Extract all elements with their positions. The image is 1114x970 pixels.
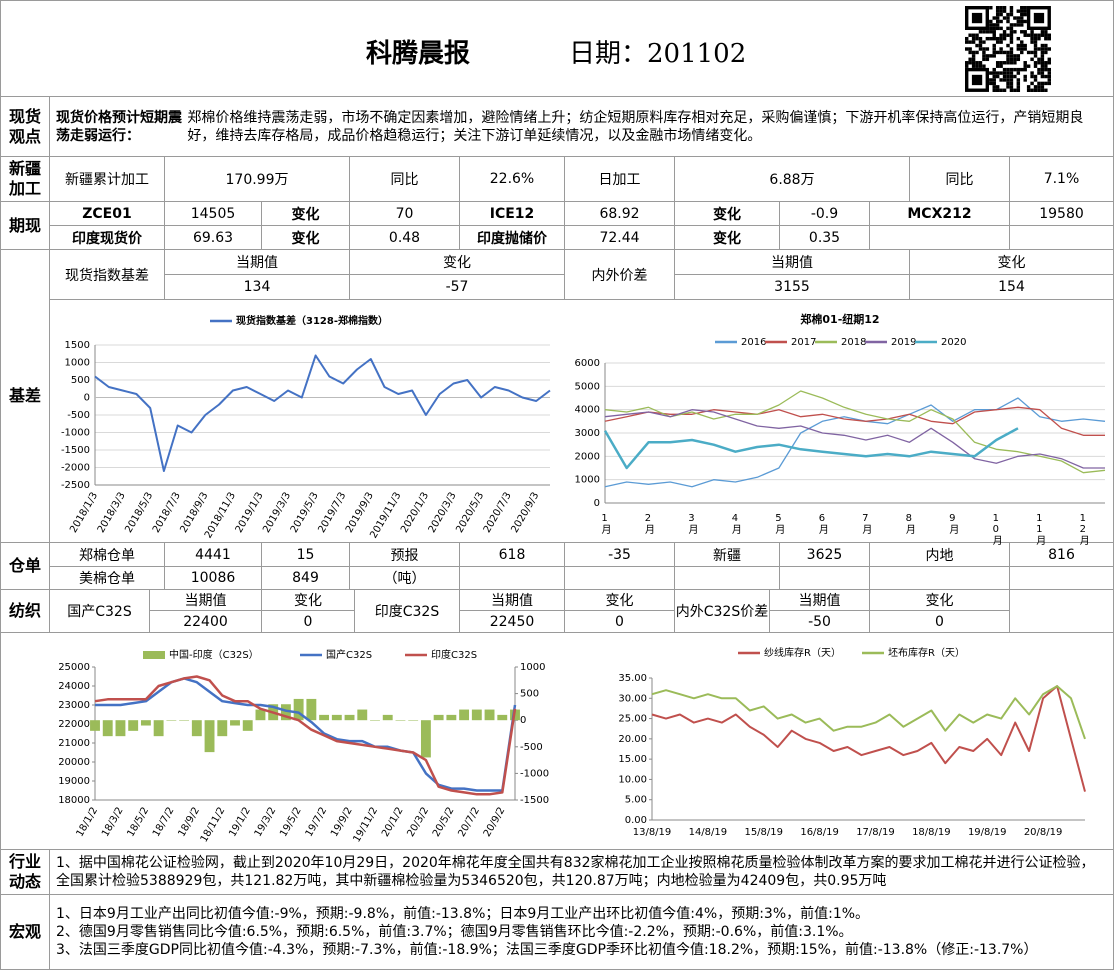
warehouse-cell: （吨） [350, 567, 460, 590]
warehouse-cell [675, 567, 780, 590]
xinjiang-cell: 7.1% [1010, 157, 1114, 202]
warehouse-cell [565, 567, 675, 590]
warehouse-cell: 10086 [165, 567, 262, 590]
spot-text: 郑棉价格维持震荡走弱，市场不确定因素增加，避险情绪上升；纺企短期原料库存相对充足… [187, 109, 1084, 144]
textile-head: 变化 [870, 590, 1010, 611]
textile-value: 0 [870, 611, 1010, 633]
basis-value: 134 [165, 275, 350, 300]
xinjiang-cell: 同比 [910, 157, 1010, 202]
warehouse-cell [1010, 567, 1114, 590]
textile-value: 0 [262, 611, 355, 633]
xinjiang-cell: 同比 [350, 157, 460, 202]
warehouse-cell: 美棉仓单 [50, 567, 165, 590]
warehouse-cell: 预报 [350, 543, 460, 567]
basis-head: 当期值 [165, 250, 350, 275]
warehouse-cell: 内地 [870, 543, 1010, 567]
textile-value: 0 [565, 611, 675, 633]
macro-line: 3、法国三季度GDP同比初值今值:-4.3%，预期:-7.3%，前值:-18.9… [56, 942, 1038, 958]
xinjiang-cell: 新疆累计加工 [50, 157, 165, 202]
futures-cell: 68.92 [565, 202, 675, 226]
futures-cell: 变化 [262, 226, 350, 250]
section-label: 现货观点 [0, 97, 50, 157]
futures-cell: 变化 [675, 202, 780, 226]
futures-cell [870, 226, 1010, 250]
futures-cell: MCX212 [870, 202, 1010, 226]
warehouse-cell: 816 [1010, 543, 1114, 567]
macro-line: 2、德国9月零售销售同比今值:6.5%，预期:6.5%，前值:3.7%；德国9月… [56, 924, 853, 940]
section-label: 仓单 [0, 543, 50, 590]
macro-news: 1、日本9月工业产出同比初值今值:-9%，预期:-9.8%，前值:-13.8%；… [50, 895, 1114, 970]
basis-value: -57 [350, 275, 565, 300]
warehouse-cell [870, 567, 1010, 590]
basis-label: 现货指数基差 [50, 250, 165, 300]
futures-cell: 0.48 [350, 226, 460, 250]
futures-cell: 14505 [165, 202, 262, 226]
textile-head: 当期值 [460, 590, 565, 611]
xinjiang-cell: 日加工 [565, 157, 675, 202]
textile-label: 印度C32S [355, 590, 460, 633]
xinjiang-cell: 170.99万 [165, 157, 350, 202]
textile-value: 22400 [150, 611, 262, 633]
textile-label: 内外C32S价差 [675, 590, 770, 633]
textile-head: 当期值 [150, 590, 262, 611]
warehouse-cell [780, 567, 870, 590]
cell [1010, 590, 1114, 633]
futures-cell: ICE12 [460, 202, 565, 226]
spot-view: 现货价格预计短期震荡走弱运行： 郑棉价格维持震荡走弱，市场不确定因素增加，避险情绪… [50, 97, 1114, 157]
section-label: 新疆加工 [0, 157, 50, 202]
futures-cell: 69.63 [165, 226, 262, 250]
textile-value: 22450 [460, 611, 565, 633]
textile-head: 当期值 [770, 590, 870, 611]
textile-head: 变化 [565, 590, 675, 611]
report-date: 日期：201102 [569, 39, 747, 69]
basis-charts [50, 300, 1114, 543]
section-label: 纺织 [0, 590, 50, 633]
futures-cell: 印度现货价 [50, 226, 165, 250]
textile-head: 变化 [262, 590, 355, 611]
warehouse-cell: 郑棉仓单 [50, 543, 165, 567]
report-title: 科腾晨报 [366, 39, 471, 69]
warehouse-cell: 4441 [165, 543, 262, 567]
warehouse-cell: 新疆 [675, 543, 780, 567]
basis-head: 变化 [350, 250, 565, 275]
industry-news: 1、据中国棉花公证检验网，截止到2020年10月29日，2020年棉花年度全国共… [50, 850, 1114, 895]
futures-cell: 变化 [675, 226, 780, 250]
spot-text: 现货价格预计短期震荡走弱运行： [56, 109, 182, 144]
warehouse-cell: -35 [565, 543, 675, 567]
xinjiang-cell: 6.88万 [675, 157, 910, 202]
warehouse-cell: 849 [262, 567, 350, 590]
textile-label: 国产C32S [50, 590, 150, 633]
section-label: 期现 [0, 202, 50, 250]
futures-cell: 19580 [1010, 202, 1114, 226]
futures-cell: -0.9 [780, 202, 870, 226]
futures-cell: 印度抛储价 [460, 226, 565, 250]
warehouse-cell: 15 [262, 543, 350, 567]
futures-cell: ZCE01 [50, 202, 165, 226]
futures-cell: 0.35 [780, 226, 870, 250]
basis-value: 154 [910, 275, 1114, 300]
section-label: 行业动态 [0, 850, 50, 895]
futures-cell: 70 [350, 202, 460, 226]
xinjiang-cell: 22.6% [460, 157, 565, 202]
basis-head: 当期值 [675, 250, 910, 275]
warehouse-cell: 618 [460, 543, 565, 567]
futures-cell: 变化 [262, 202, 350, 226]
basis-head: 变化 [910, 250, 1114, 275]
warehouse-cell [460, 567, 565, 590]
textile-charts [0, 633, 1114, 850]
warehouse-cell: 3625 [780, 543, 870, 567]
section-label: 宏观 [0, 895, 50, 970]
basis-value: 3155 [675, 275, 910, 300]
textile-value: -50 [770, 611, 870, 633]
header: 科腾晨报 日期：201102 [0, 0, 1114, 97]
basis-label: 内外价差 [565, 250, 675, 300]
macro-line: 1、日本9月工业产出同比初值今值:-9%，预期:-9.8%，前值:-13.8%；… [56, 906, 870, 922]
futures-cell: 72.44 [565, 226, 675, 250]
futures-cell [1010, 226, 1114, 250]
section-label: 基差 [0, 250, 50, 543]
